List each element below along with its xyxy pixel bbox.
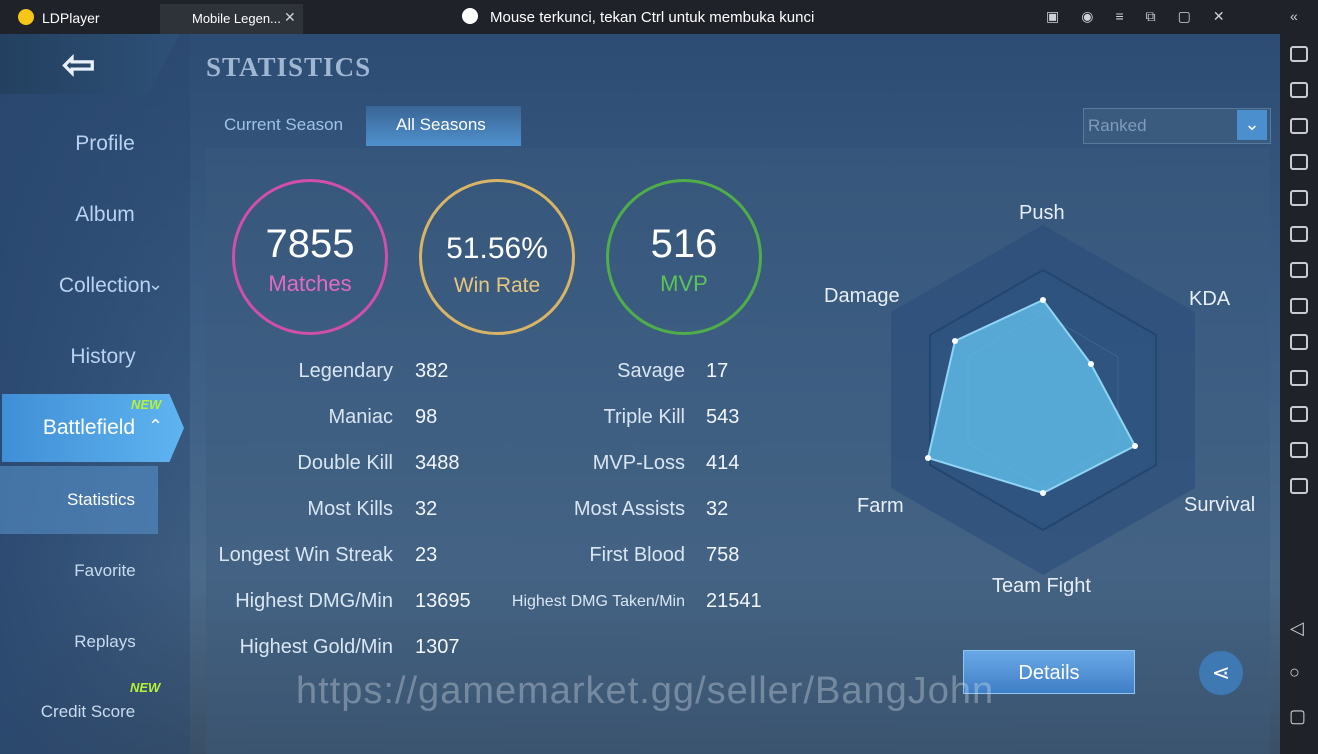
tool[interactable] — [1290, 226, 1308, 242]
stat-value: 414 — [706, 452, 740, 474]
radar — [891, 225, 1195, 575]
stat-value: 13695 — [415, 590, 471, 612]
window-controls[interactable]: ▣◉≡⧉▢✕ — [1046, 8, 1247, 24]
tool[interactable] — [1290, 118, 1308, 134]
back-arrow[interactable]: ⇦ — [62, 43, 96, 87]
winrate-label: Win Rate — [453, 274, 541, 297]
winrate-value: 51.56% — [446, 232, 548, 265]
season-tab[interactable]: All Seasons — [396, 115, 486, 134]
stat-value: 758 — [706, 544, 740, 566]
stat-value: 32 — [706, 498, 729, 520]
radar-grid — [891, 225, 1195, 575]
matches-value: 7855 — [265, 222, 355, 266]
tool[interactable] — [1290, 442, 1308, 458]
game-view: ⇦ STATISTICS Profile Album Collection ⌄ … — [0, 34, 1280, 754]
details-button[interactable] — [963, 650, 1135, 694]
stat-label: Highest Gold/Min — [239, 636, 393, 658]
toolbar — [1280, 34, 1318, 754]
tab-title[interactable]: Mobile Legen... — [192, 11, 281, 26]
watermark: https://gamemarket.gg/seller/BangJohn — [296, 670, 995, 712]
share-button[interactable]: ⋖ — [1199, 651, 1243, 695]
stat-label: Savage — [617, 360, 685, 382]
stat-value: 17 — [706, 360, 729, 382]
radar-label: KDA — [1189, 288, 1231, 310]
mouse-notice: Mouse terkunci, tekan Ctrl untuk membuka… — [490, 9, 815, 26]
chevron: ⌃ — [148, 416, 164, 436]
menu-item[interactable]: Battlefield — [42, 416, 136, 439]
new-badge: NEW — [130, 680, 161, 695]
app-name: LDPlayer — [42, 10, 100, 26]
season-tab-active[interactable] — [366, 106, 521, 146]
tool[interactable] — [1290, 370, 1308, 386]
submenu-item[interactable]: Credit Score — [40, 702, 136, 721]
nav-home[interactable]: ○ — [1289, 662, 1300, 682]
collapse[interactable]: « — [1290, 8, 1298, 24]
submenu-item[interactable]: Replays — [74, 632, 136, 651]
stat-value: 543 — [706, 406, 740, 428]
mvp-circle: 516 MVP — [606, 179, 762, 335]
nav-back[interactable]: ◁ — [1290, 618, 1304, 638]
mvp-label: MVP — [660, 271, 708, 296]
menu-item[interactable]: Album — [75, 203, 135, 226]
back-button[interactable] — [0, 34, 180, 94]
page-title: STATISTICS — [206, 52, 372, 82]
stat-value: 3488 — [415, 452, 460, 474]
stat-label: First Blood — [589, 544, 685, 566]
stat-label: Maniac — [328, 406, 393, 428]
tool[interactable] — [1290, 478, 1308, 494]
stat-label: Highest DMG/Min — [235, 590, 393, 612]
tab-close[interactable]: ✕ — [284, 9, 296, 25]
stat-label: Double Kill — [297, 452, 393, 474]
menu-active[interactable] — [2, 394, 184, 462]
submenu-item[interactable]: Favorite — [74, 561, 136, 580]
new-badge: NEW — [131, 397, 162, 412]
stat-value: 1307 — [415, 636, 460, 658]
tool[interactable] — [1290, 298, 1308, 314]
winrate-circle: 51.56% Win Rate — [419, 179, 575, 335]
tool[interactable] — [1290, 46, 1308, 62]
submenu-item[interactable]: Statistics — [66, 490, 136, 509]
tool[interactable] — [1290, 154, 1308, 170]
tool[interactable] — [1290, 190, 1308, 206]
radar-label: Farm — [857, 495, 904, 517]
stat-label: MVP-Loss — [592, 452, 685, 474]
stat-value: 23 — [415, 544, 438, 566]
stat-value: 32 — [415, 498, 438, 520]
season-tab[interactable]: Current Season — [224, 115, 344, 134]
radar-label: Push — [1019, 202, 1065, 224]
stat-label: Most Kills — [307, 498, 393, 520]
app-logo — [18, 9, 34, 25]
dropdown-value[interactable]: Ranked — [1088, 116, 1147, 135]
stat-label: Legendary — [298, 360, 393, 382]
matches-circle: 7855 Matches — [232, 179, 388, 335]
tab[interactable] — [160, 4, 303, 34]
menu-item[interactable]: History — [70, 345, 136, 368]
stat-value: 382 — [415, 360, 449, 382]
chevron: ⌄ — [148, 274, 164, 294]
tool[interactable] — [1290, 82, 1308, 98]
tool[interactable] — [1290, 262, 1308, 278]
tool[interactable] — [1290, 406, 1308, 422]
dropdown-arrow[interactable]: ⌄ — [1237, 110, 1267, 140]
matches-label: Matches — [268, 271, 352, 296]
stat-label: Triple Kill — [603, 406, 686, 428]
stat-value: 21541 — [706, 590, 762, 612]
submenu-active[interactable] — [0, 466, 158, 534]
nav-recent[interactable]: ▢ — [1289, 706, 1307, 726]
details-label[interactable]: Details — [1018, 662, 1080, 684]
radar-label: Survival — [1184, 494, 1256, 516]
tool[interactable] — [1290, 334, 1308, 350]
menu-item[interactable]: Collection — [58, 274, 152, 297]
mvp-value: 516 — [650, 222, 718, 266]
lock-icon — [462, 8, 478, 24]
stat-label: Most Assists — [573, 498, 685, 520]
stat-label: Longest Win Streak — [218, 544, 393, 566]
stat-value: 98 — [415, 406, 438, 428]
stat-label: Highest DMG Taken/Min — [511, 593, 685, 610]
menu-item[interactable]: Profile — [75, 132, 135, 155]
radar-label: Damage — [824, 285, 900, 307]
radar-label: Team Fight — [992, 575, 1091, 597]
